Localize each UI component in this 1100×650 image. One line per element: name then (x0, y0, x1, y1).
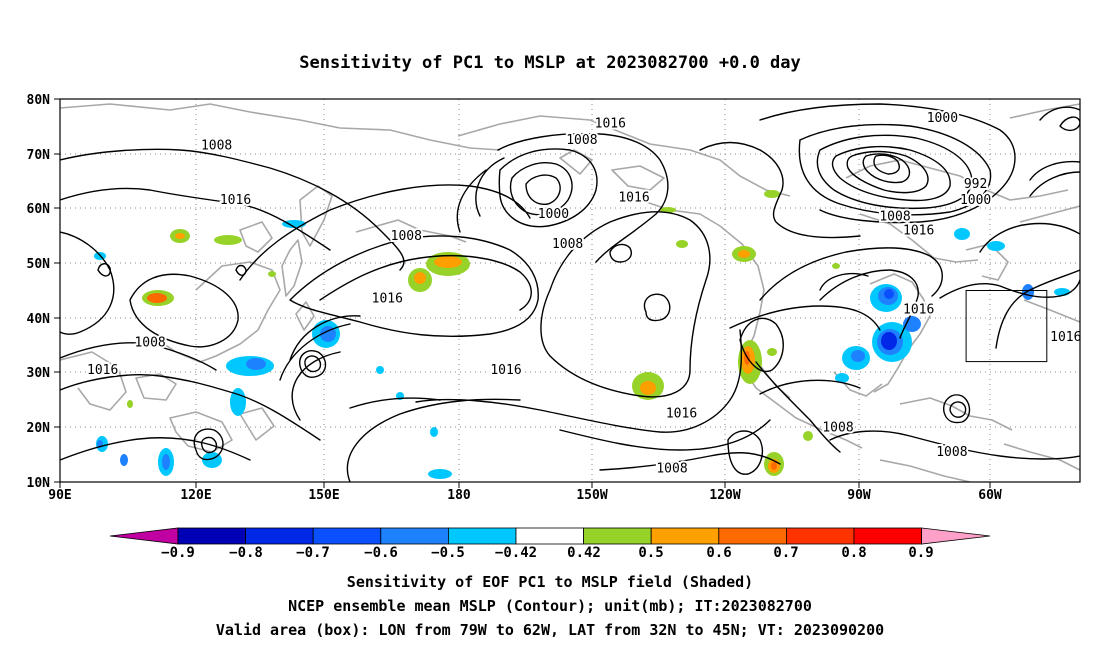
contour-label: 1008 (936, 445, 967, 460)
caption-line-3: Valid area (box): LON from 79W to 62W, L… (215, 621, 885, 639)
colorbar-labels: −0.9 −0.8 −0.7 −0.6 −0.5 −0.42 0.42 0.5 … (161, 545, 934, 561)
colorbar-swatch (177, 527, 246, 545)
lat-label: 50N (27, 257, 51, 272)
colorbar-label: 0.6 (706, 545, 731, 561)
colorbar: −0.9 −0.8 −0.7 −0.6 −0.5 −0.42 0.42 0.5 … (109, 527, 991, 561)
contour-label: 1008 (201, 139, 232, 154)
colorbar-label: 0.42 (567, 545, 601, 561)
contour-label: 1016 (87, 363, 118, 378)
colorbar-swatch (245, 527, 314, 545)
contour-label: 992 (964, 177, 987, 192)
lon-label: 120E (180, 488, 211, 503)
caption-line-2: NCEP ensemble mean MSLP (Contour); unit(… (288, 597, 812, 615)
colorbar-label: −0.7 (296, 545, 330, 561)
latitude-labels: 80N 70N 60N 50N 40N 30N 20N 10N (27, 93, 51, 491)
colorbar-label: −0.5 (431, 545, 465, 561)
colorbar-swatch (109, 527, 179, 545)
contour-label: 1000 (538, 207, 569, 222)
contour-label: 1008 (552, 237, 583, 252)
contour-label: 1008 (822, 420, 853, 435)
contour-label: 1008 (656, 461, 687, 476)
colorbar-swatch (853, 527, 922, 545)
lon-label: 120W (709, 488, 740, 503)
colorbar-swatch (515, 527, 584, 545)
lat-label: 70N (27, 148, 51, 163)
contour-label: 1016 (903, 223, 934, 238)
lon-label: 60W (978, 488, 1002, 503)
contour-label: 1008 (566, 133, 597, 148)
valid-area-box (965, 290, 1048, 363)
lat-label: 80N (27, 93, 51, 108)
colorbar-label: 0.9 (908, 545, 933, 561)
lat-label: 30N (27, 366, 51, 381)
caption-line-1: Sensitivity of EOF PC1 to MSLP field (Sh… (346, 573, 754, 591)
lon-label: 180 (447, 488, 471, 503)
contour-label: 1008 (134, 336, 165, 351)
sensitivity-shading (94, 190, 1070, 479)
contour-label: 1016 (666, 407, 697, 422)
colorbar-label: −0.42 (495, 545, 537, 561)
lat-label: 20N (27, 421, 51, 436)
colorbar-swatch (650, 527, 720, 545)
colorbar-label: 0.8 (841, 545, 866, 561)
colorbar-swatch (786, 527, 855, 545)
contour-label: 1016 (220, 193, 251, 208)
contour-label: 1000 (927, 111, 958, 126)
colorbar-swatch (718, 527, 787, 545)
colorbar-swatches (109, 527, 991, 545)
colorbar-label: 0.5 (638, 545, 663, 561)
mslp-contours (60, 103, 1080, 482)
lon-label: 150W (576, 488, 607, 503)
map-frame (59, 98, 1081, 483)
contour-label: 1016 (618, 191, 649, 206)
lon-label: 90E (48, 488, 71, 503)
lat-label: 40N (27, 312, 51, 327)
lat-label: 60N (27, 202, 51, 217)
contour-label: 1016 (1050, 330, 1081, 345)
colorbar-label: −0.6 (364, 545, 398, 561)
contour-label: 1008 (879, 210, 910, 225)
contour-label: 1016 (903, 303, 934, 318)
contour-label: 1016 (595, 117, 626, 132)
lon-label: 150E (308, 488, 339, 503)
contour-label: 1008 (391, 229, 422, 244)
contour-label: 1016 (372, 292, 403, 307)
colorbar-label: 0.7 (773, 545, 798, 561)
colorbar-swatch (312, 527, 382, 545)
gridlines (60, 99, 1080, 482)
lat-label: 10N (27, 476, 51, 491)
colorbar-swatch (921, 527, 991, 545)
contour-label: 1016 (490, 363, 521, 378)
colorbar-label: −0.8 (229, 545, 263, 561)
figure-title: Sensitivity of PC1 to MSLP at 2023082700… (299, 53, 801, 73)
colorbar-label: −0.9 (161, 545, 195, 561)
colorbar-swatch (380, 527, 449, 545)
colorbar-swatch (583, 527, 652, 545)
contour-label: 1000 (960, 193, 991, 208)
lon-label: 90W (847, 488, 871, 503)
axis-ticks (54, 98, 991, 488)
longitude-labels: 90E 120E 150E 180 150W 120W 90W 60W (48, 488, 1002, 503)
colorbar-swatch (447, 527, 517, 545)
